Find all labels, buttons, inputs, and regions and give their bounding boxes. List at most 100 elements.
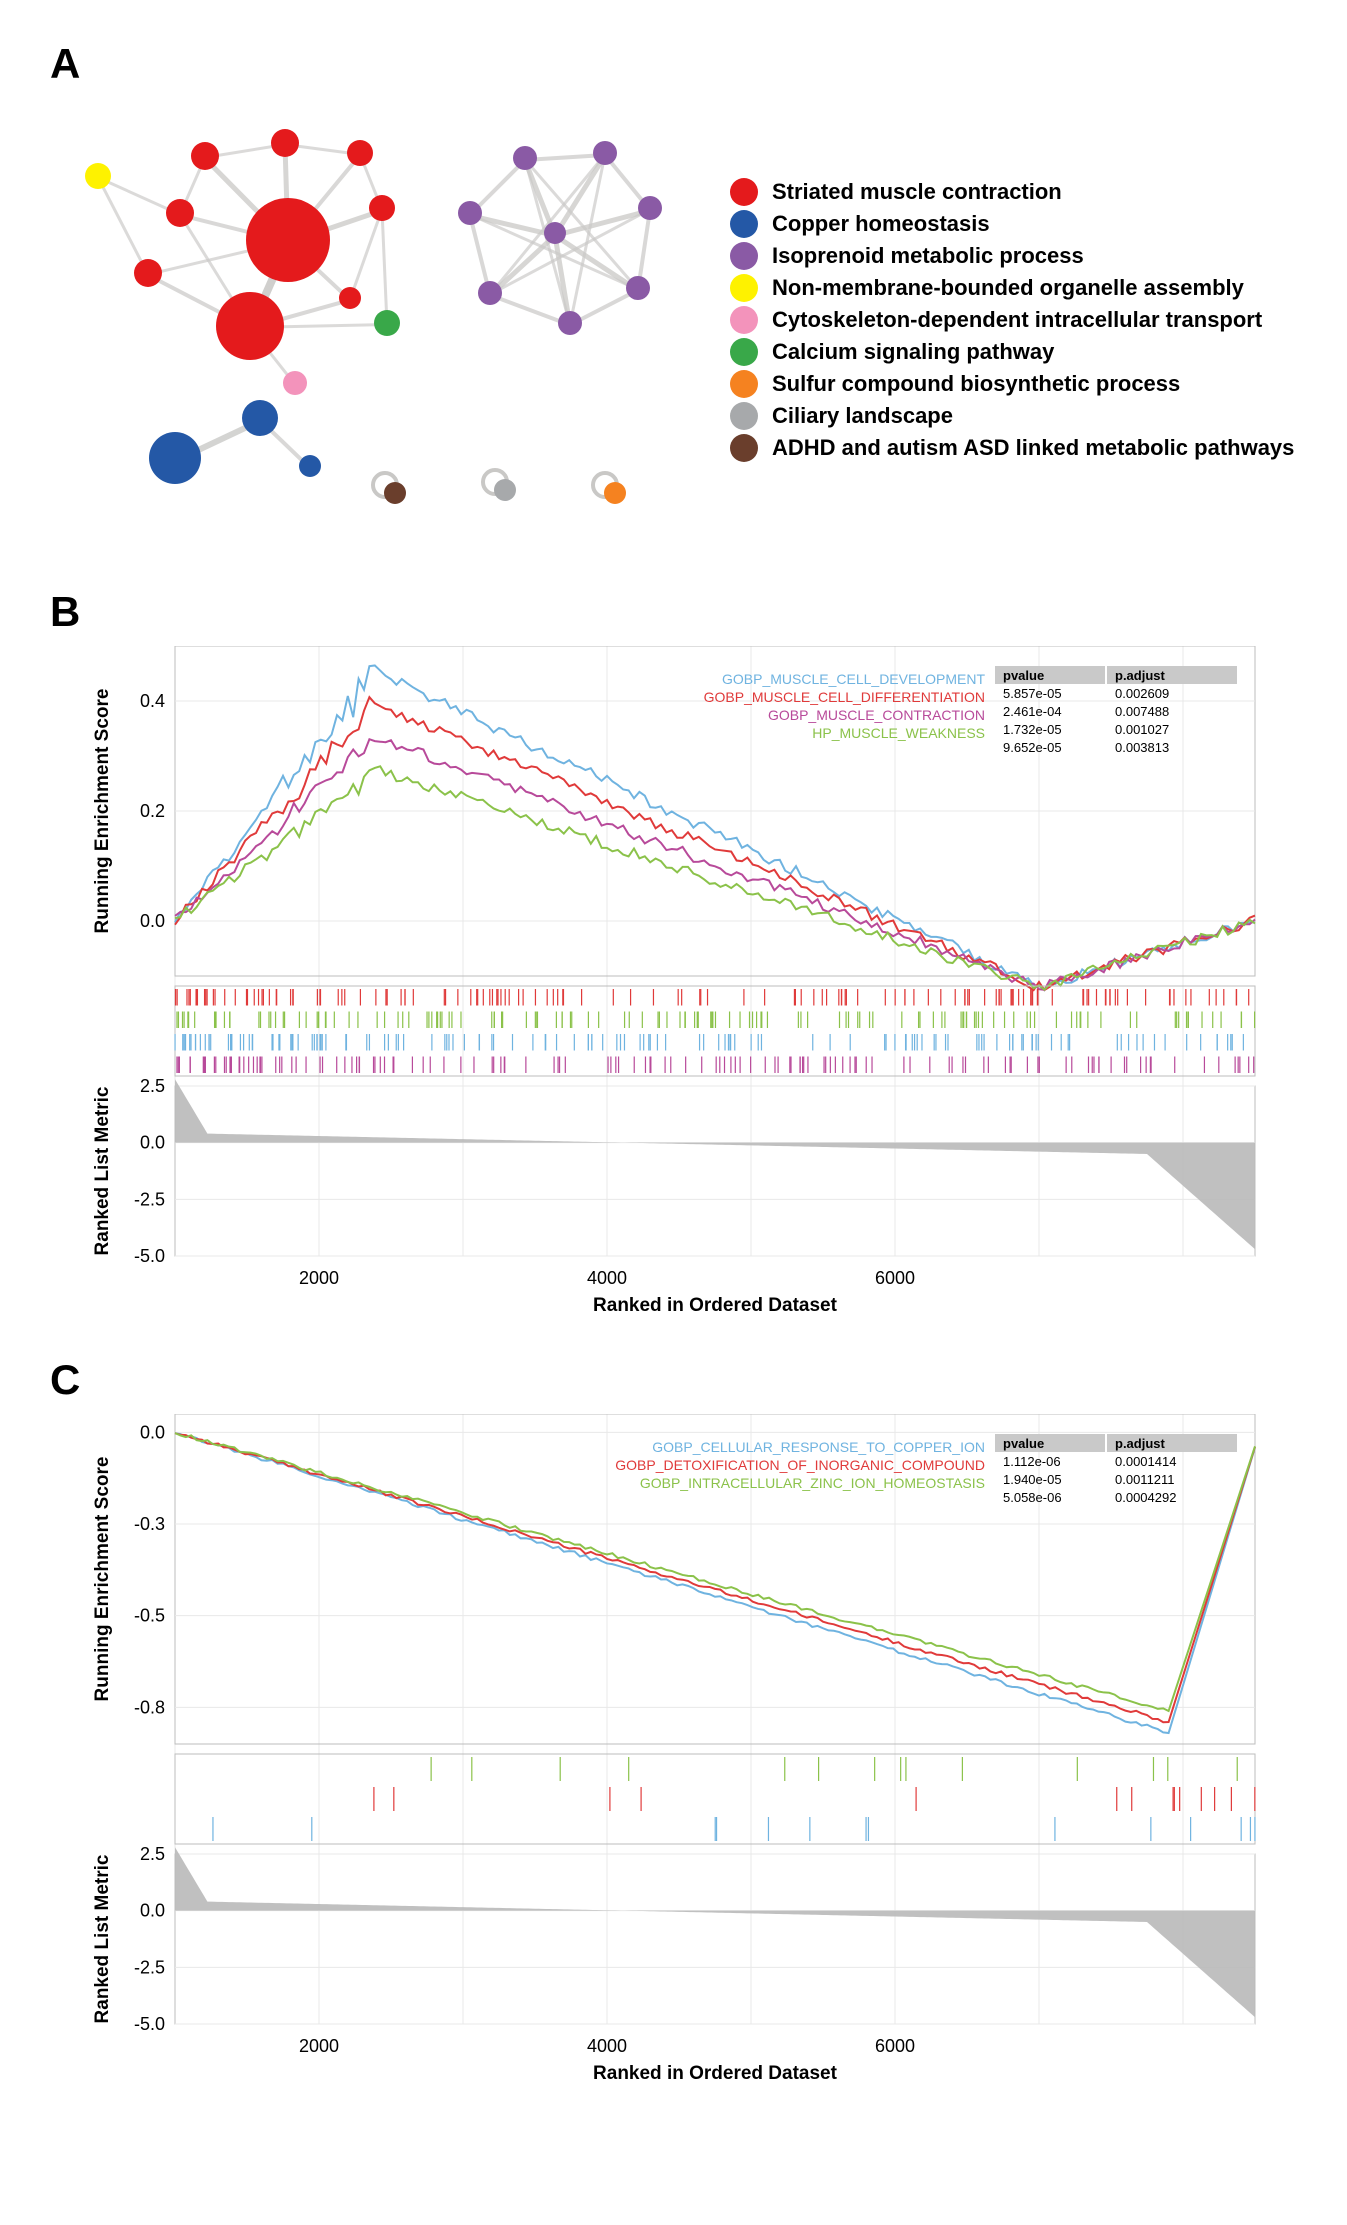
svg-text:-5.0: -5.0 [134,1246,165,1266]
svg-text:Running Enrichment Score: Running Enrichment Score [92,689,113,934]
legend-item: ADHD and autism ASD linked metabolic pat… [730,434,1297,462]
legend-item: Sulfur compound biosynthetic process [730,370,1297,398]
panel-B: B 0.00.20.4Running Enrichment ScoreGOBP_… [50,588,1297,1316]
svg-text:0.0: 0.0 [140,1133,165,1153]
svg-text:0.002609: 0.002609 [1115,686,1169,701]
network-node [299,455,321,477]
legend-swatch [730,210,758,238]
legend-item: Striated muscle contraction [730,178,1297,206]
svg-text:-0.5: -0.5 [134,1606,165,1626]
svg-text:GOBP_MUSCLE_CELL_DEVELOPMENT: GOBP_MUSCLE_CELL_DEVELOPMENT [722,671,985,687]
legend-swatch [730,338,758,366]
svg-text:1.940e-05: 1.940e-05 [1003,1472,1062,1487]
legend-swatch [730,178,758,206]
svg-text:-5.0: -5.0 [134,2014,165,2034]
panel-C-label: C [50,1356,1297,1404]
svg-text:2.461e-04: 2.461e-04 [1003,704,1062,719]
svg-text:5.857e-05: 5.857e-05 [1003,686,1062,701]
network-node [638,196,662,220]
svg-text:-0.3: -0.3 [134,1514,165,1534]
panel-A: A Striated muscle contraction Copper home… [50,40,1297,528]
network-node [494,479,516,501]
svg-text:0.0001414: 0.0001414 [1115,1454,1176,1469]
network-node [458,201,482,225]
edge [381,209,389,324]
legend-swatch [730,242,758,270]
panel-B-label: B [50,588,1297,636]
legend-swatch [730,274,758,302]
network-node [242,400,278,436]
legend-item: Ciliary landscape [730,402,1297,430]
network-node [626,276,650,300]
network-legend: Striated muscle contraction Copper homeos… [730,98,1297,466]
svg-text:pvalue: pvalue [1003,1436,1044,1451]
network-node [271,129,299,157]
legend-label: Calcium signaling pathway [772,339,1054,365]
svg-text:4000: 4000 [587,2036,627,2056]
svg-text:0.0: 0.0 [140,1422,165,1442]
svg-text:-0.8: -0.8 [134,1697,165,1717]
svg-text:p.adjust: p.adjust [1115,1436,1166,1451]
network-node [246,198,330,282]
svg-text:0.007488: 0.007488 [1115,704,1169,719]
legend-item: Non-membrane-bounded organelle assembly [730,274,1297,302]
svg-text:6000: 6000 [875,2036,915,2056]
network-node [85,163,111,189]
legend-label: Non-membrane-bounded organelle assembly [772,275,1244,301]
legend-label: Sulfur compound biosynthetic process [772,371,1180,397]
svg-text:0.0: 0.0 [140,1901,165,1921]
legend-label: Striated muscle contraction [772,179,1062,205]
network-node [134,259,162,287]
svg-text:0.2: 0.2 [140,801,165,821]
network-node [216,292,284,360]
panel-A-label: A [50,40,1297,88]
svg-text:pvalue: pvalue [1003,668,1044,683]
svg-text:Ranked List Metric: Ranked List Metric [92,1086,113,1255]
svg-text:HP_MUSCLE_WEAKNESS: HP_MUSCLE_WEAKNESS [812,725,985,741]
svg-text:Running Enrichment Score: Running Enrichment Score [92,1457,113,1702]
svg-text:GOBP_DETOXIFICATION_OF_INORGAN: GOBP_DETOXIFICATION_OF_INORGANIC_COMPOUN… [615,1457,985,1473]
gsea-plot-B: 0.00.20.4Running Enrichment ScoreGOBP_MU… [80,646,1280,1316]
svg-text:1.732e-05: 1.732e-05 [1003,722,1062,737]
network-node [374,310,400,336]
svg-text:2.5: 2.5 [140,1844,165,1864]
network-graph [50,98,730,528]
legend-label: Copper homeostasis [772,211,990,237]
legend-item: Isoprenoid metabolic process [730,242,1297,270]
svg-text:9.652e-05: 9.652e-05 [1003,740,1062,755]
svg-text:-2.5: -2.5 [134,1957,165,1977]
network-node [191,142,219,170]
svg-text:6000: 6000 [875,1268,915,1288]
legend-swatch [730,402,758,430]
svg-text:4000: 4000 [587,1268,627,1288]
network-node [478,281,502,305]
network-node [347,140,373,166]
network-node [369,195,395,221]
legend-item: Calcium signaling pathway [730,338,1297,366]
svg-text:GOBP_MUSCLE_CELL_DIFFERENTIATI: GOBP_MUSCLE_CELL_DIFFERENTIATION [704,689,985,705]
svg-text:2000: 2000 [299,1268,339,1288]
svg-text:0.0011211: 0.0011211 [1115,1472,1175,1487]
network-node [604,482,626,504]
svg-text:2.5: 2.5 [140,1076,165,1096]
network-node [593,141,617,165]
svg-text:0.0: 0.0 [140,911,165,931]
gsea-plot-C: -0.8 -0.5 -0.3 0.0 Running Enrichment Score G… [80,1414,1280,2084]
svg-text:Ranked List Metric: Ranked List Metric [92,1854,113,2023]
network-node [149,432,201,484]
legend-item: Cytoskeleton-dependent intracellular tra… [730,306,1297,334]
network-node [513,146,537,170]
legend-label: ADHD and autism ASD linked metabolic pat… [772,435,1294,461]
legend-swatch [730,434,758,462]
network-node [166,199,194,227]
legend-label: Ciliary landscape [772,403,953,429]
network-node [384,482,406,504]
svg-text:-2.5: -2.5 [134,1189,165,1209]
legend-swatch [730,370,758,398]
network-node [339,287,361,309]
svg-text:2000: 2000 [299,2036,339,2056]
network-node [544,222,566,244]
svg-text:5.058e-06: 5.058e-06 [1003,1490,1062,1505]
panel-C: C -0.8 -0.5 -0.3 0.0 Running Enrichment Scor… [50,1356,1297,2084]
svg-text:0.003813: 0.003813 [1115,740,1169,755]
